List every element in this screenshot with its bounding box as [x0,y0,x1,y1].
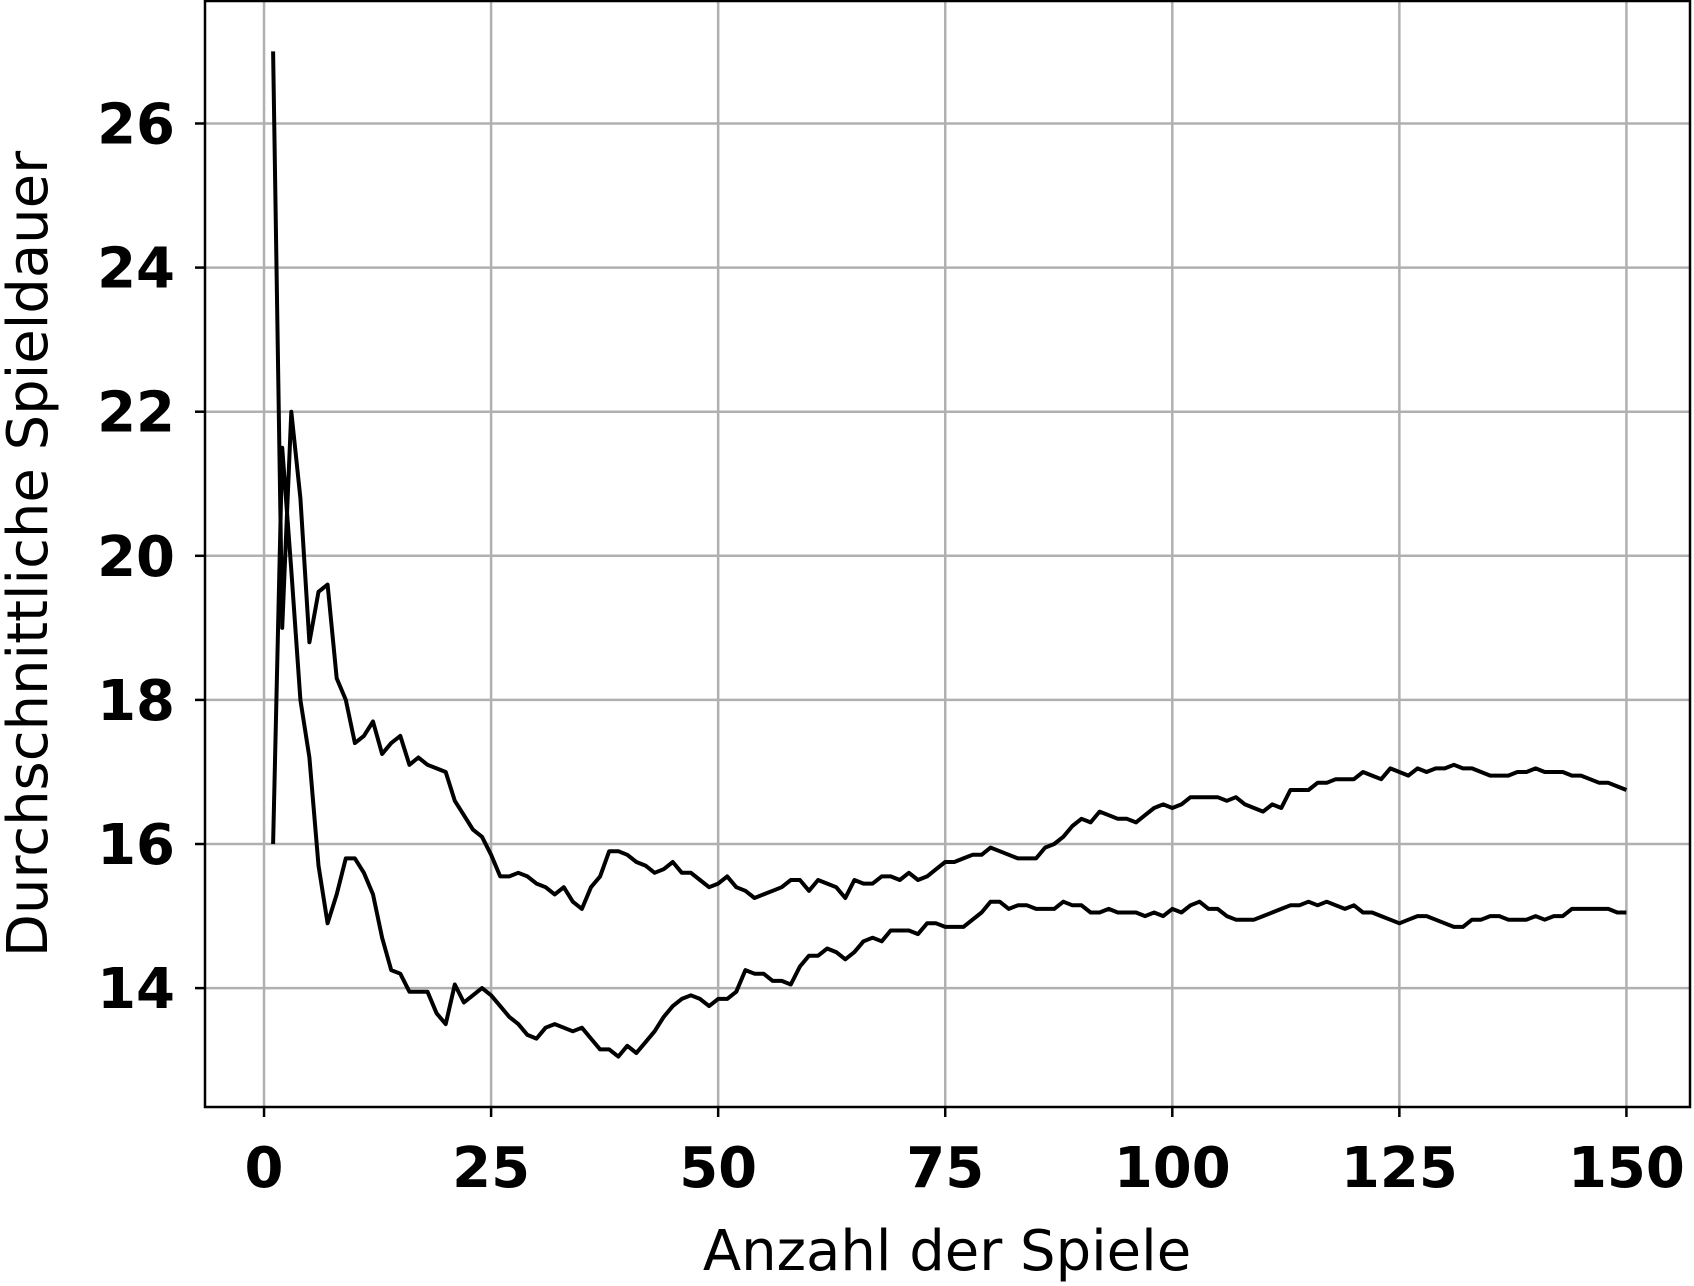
x-tick-label: 50 [679,1136,757,1201]
x-tick-label: 150 [1568,1136,1685,1201]
y-tick-label: 26 [97,92,175,157]
axis-ticks: 0 25 50 75 100 125 150 14 16 18 20 22 24 26 [97,92,1685,1201]
x-tick-label: 100 [1114,1136,1231,1201]
y-tick-label: 18 [97,669,175,734]
y-tick-label: 24 [97,237,175,302]
y-tick-label: 22 [97,381,175,446]
y-tick-label: 16 [97,813,175,878]
series-lines [271,51,1628,1059]
series-line-2 [271,445,1627,1059]
plot-frame [203,0,1692,1109]
x-tick-label: 75 [906,1136,984,1201]
x-tick-label: 25 [452,1136,530,1201]
grid-lines [205,1,1690,1107]
x-tick-label: 0 [245,1136,284,1201]
x-axis-label: Anzahl der Spiele [703,1219,1191,1284]
series-line-1 [271,51,1628,911]
y-tick-label: 14 [97,957,175,1022]
x-tick-label: 125 [1341,1136,1458,1201]
y-axis-label: Durchschnittliche Spieldauer [0,150,61,957]
y-tick-label: 20 [97,525,175,590]
